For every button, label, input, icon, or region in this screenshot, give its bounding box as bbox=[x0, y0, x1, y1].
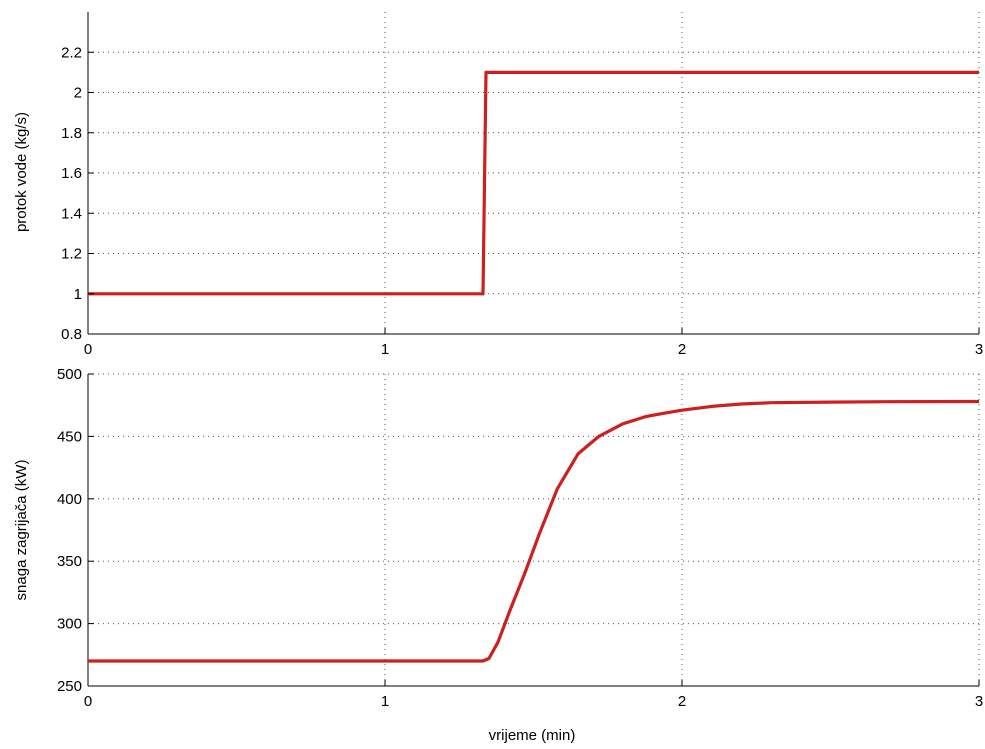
flow-chart-y-tick-label: 1.2 bbox=[61, 246, 82, 263]
power-chart-x-tick-label: 2 bbox=[678, 693, 686, 710]
power-chart-x-tick-label: 0 bbox=[84, 693, 92, 710]
flow-chart-y-tick-label: 2 bbox=[74, 85, 82, 102]
power-chart-panel: 0 1 2 3 250 300 350 400 450 500 snaga zagrijača (… bbox=[13, 366, 983, 744]
flow-chart-panel: 0 1 2 3 0.8 1 1.2 1.4 1.6 1.8 2 2.2 protok vode (kg… bbox=[13, 12, 983, 358]
flow-chart-y-tick-label: 1.4 bbox=[61, 205, 82, 222]
power-chart-y-tick-label: 450 bbox=[57, 428, 82, 445]
power-chart-series-line bbox=[88, 399, 980, 663]
power-chart-y-tick-label: 350 bbox=[57, 553, 82, 570]
flow-chart-grid bbox=[88, 12, 980, 334]
power-chart-y-axis-title: snaga zagrijača (kW) bbox=[13, 460, 30, 601]
flow-chart-x-tick-label: 1 bbox=[381, 341, 389, 358]
flow-chart-series bbox=[88, 70, 979, 296]
power-chart-ticks: 0 1 2 3 250 300 350 400 450 500 bbox=[57, 366, 983, 710]
power-chart-y-tick-label: 400 bbox=[57, 491, 82, 508]
power-chart-x-tick-label: 3 bbox=[975, 693, 983, 710]
power-chart-y-tick-label: 250 bbox=[57, 678, 82, 695]
flow-chart-x-tick-label: 2 bbox=[678, 341, 686, 358]
power-chart-grid bbox=[88, 373, 980, 686]
flow-chart-y-tick-label: 2.2 bbox=[61, 44, 82, 61]
power-chart-y-tick-label: 500 bbox=[57, 366, 82, 383]
flow-chart-y-tick-label: 1.8 bbox=[61, 125, 82, 142]
power-chart-series bbox=[88, 399, 980, 663]
flow-chart-y-tick-label: 0.8 bbox=[61, 326, 82, 343]
power-chart-axes bbox=[87, 374, 979, 687]
flow-chart-x-tick-label: 0 bbox=[84, 341, 92, 358]
power-chart-x-tick-label: 1 bbox=[381, 693, 389, 710]
flow-chart-x-tick-label: 3 bbox=[975, 341, 983, 358]
power-chart-x-axis-title: vrijeme (min) bbox=[489, 727, 576, 744]
flow-chart-y-axis-title: protok vode (kg/s) bbox=[13, 112, 30, 232]
power-chart-y-tick-label: 300 bbox=[57, 616, 82, 633]
flow-chart-series-line bbox=[88, 70, 979, 296]
flow-chart-y-tick-label: 1.6 bbox=[61, 165, 82, 182]
flow-chart-y-tick-label: 1 bbox=[74, 286, 82, 303]
flow-chart-ticks: 0 1 2 3 0.8 1 1.2 1.4 1.6 1.8 2 2.2 bbox=[61, 44, 983, 358]
